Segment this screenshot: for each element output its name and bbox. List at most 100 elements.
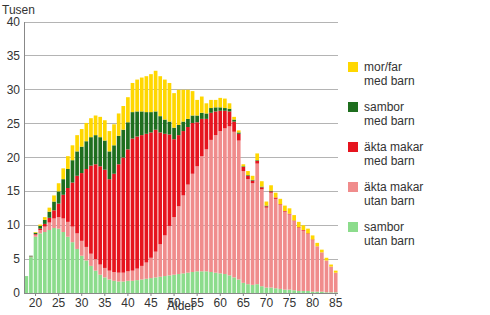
bar-segment	[251, 285, 255, 293]
bar-segment	[80, 241, 84, 256]
bar-segment	[57, 229, 61, 293]
bar-segment	[145, 134, 149, 263]
bar-segment	[29, 257, 33, 293]
bar-segment	[181, 195, 185, 273]
grid-line	[24, 22, 338, 23]
bar-segment	[334, 273, 338, 293]
x-tick-label: 20	[29, 296, 43, 310]
x-tick-label: 75	[283, 296, 297, 310]
bar-segment	[251, 176, 255, 180]
bar-segment	[260, 181, 264, 186]
bar-segment	[126, 122, 130, 149]
bar-segment	[145, 112, 149, 134]
bar-segment	[297, 222, 301, 227]
bar-segment	[131, 139, 135, 271]
bar-segment	[149, 132, 153, 257]
bar-segment	[306, 234, 310, 291]
x-tick-label: 85	[329, 296, 343, 310]
bar-segment	[255, 153, 259, 160]
bar-segment	[29, 255, 33, 256]
bar-segment	[195, 166, 199, 271]
bar-segment	[186, 119, 190, 127]
bar-segment	[209, 272, 213, 293]
bar-segment	[131, 271, 135, 281]
bar-segment	[80, 256, 84, 293]
bar-segment	[168, 134, 172, 225]
bar-segment	[172, 139, 176, 217]
bar-segment	[34, 237, 38, 293]
bar-segment	[186, 273, 190, 293]
legend-label: sambormed barn	[364, 100, 415, 128]
bar-segment	[112, 272, 116, 281]
bar-segment	[177, 274, 181, 293]
bar-segment	[112, 174, 116, 272]
bar-segment	[163, 120, 167, 134]
bar-segment	[66, 188, 70, 222]
legend-label: mor/farmed barn	[364, 60, 415, 88]
bar-segment	[43, 220, 47, 224]
bar-segment	[117, 136, 121, 164]
x-tick-label: 65	[237, 296, 251, 310]
bar-segment	[311, 240, 315, 291]
bar-segment	[191, 115, 195, 122]
legend: mor/farmed barn sambormed barn äkta makarm…	[348, 60, 423, 248]
bar-segment	[195, 122, 199, 166]
bar-segment	[223, 128, 227, 274]
bar-segment	[320, 252, 324, 291]
bar-segment	[48, 218, 52, 223]
legend-label: äkta makarmed barn	[364, 140, 423, 168]
bar-segment	[228, 103, 232, 108]
bar-segment	[241, 167, 245, 171]
bar-segment	[94, 271, 98, 293]
bar-segment	[98, 265, 102, 275]
bar-segment	[135, 136, 139, 268]
bar-segment	[66, 169, 70, 188]
bar-segment	[228, 111, 232, 126]
bar-segment	[24, 276, 28, 293]
bar-segment	[283, 212, 287, 290]
bar-segment	[158, 244, 162, 277]
bar-segment	[71, 160, 75, 182]
bar-segment	[214, 135, 218, 273]
bar-segment	[98, 275, 102, 293]
bar-segment	[237, 132, 241, 133]
bar-segment	[163, 235, 167, 276]
bar-segment	[98, 117, 102, 137]
bar-segment	[172, 93, 176, 128]
bar-segment	[38, 233, 42, 293]
bar-segment	[297, 228, 301, 291]
bar-segment	[48, 208, 52, 212]
bar-segment	[117, 113, 121, 135]
y-tick-label: 40	[7, 15, 21, 29]
bar-segment	[154, 71, 158, 112]
bar-segment	[191, 272, 195, 293]
bar-segment	[232, 122, 236, 132]
bar-segment	[34, 232, 38, 234]
bar-segment	[200, 156, 204, 271]
legend-swatch	[348, 142, 358, 152]
bar-segment	[121, 106, 125, 130]
bar-segment	[163, 276, 167, 293]
bar-segment	[191, 123, 195, 174]
bar-segment	[186, 185, 190, 273]
bar-segment	[131, 83, 135, 112]
bar-segment	[214, 111, 218, 135]
y-tick-label: 20	[7, 151, 21, 165]
bar-segment	[149, 278, 153, 293]
grid-line	[24, 123, 338, 124]
bar-segment	[126, 281, 130, 293]
bar-segment	[232, 132, 236, 278]
bar-segment	[177, 135, 181, 206]
x-tick-label: 70	[260, 296, 274, 310]
bar-segment	[325, 260, 329, 292]
bar-segment	[154, 252, 158, 278]
bar-segment	[126, 97, 130, 122]
bar-segment	[214, 107, 218, 111]
bar-segment	[140, 135, 144, 266]
bar-segment	[48, 230, 52, 293]
bar-segment	[38, 229, 42, 230]
bar-segment	[158, 76, 162, 116]
bar-segment	[195, 271, 199, 293]
bar-segment	[24, 276, 28, 277]
bar-segment	[246, 171, 250, 175]
